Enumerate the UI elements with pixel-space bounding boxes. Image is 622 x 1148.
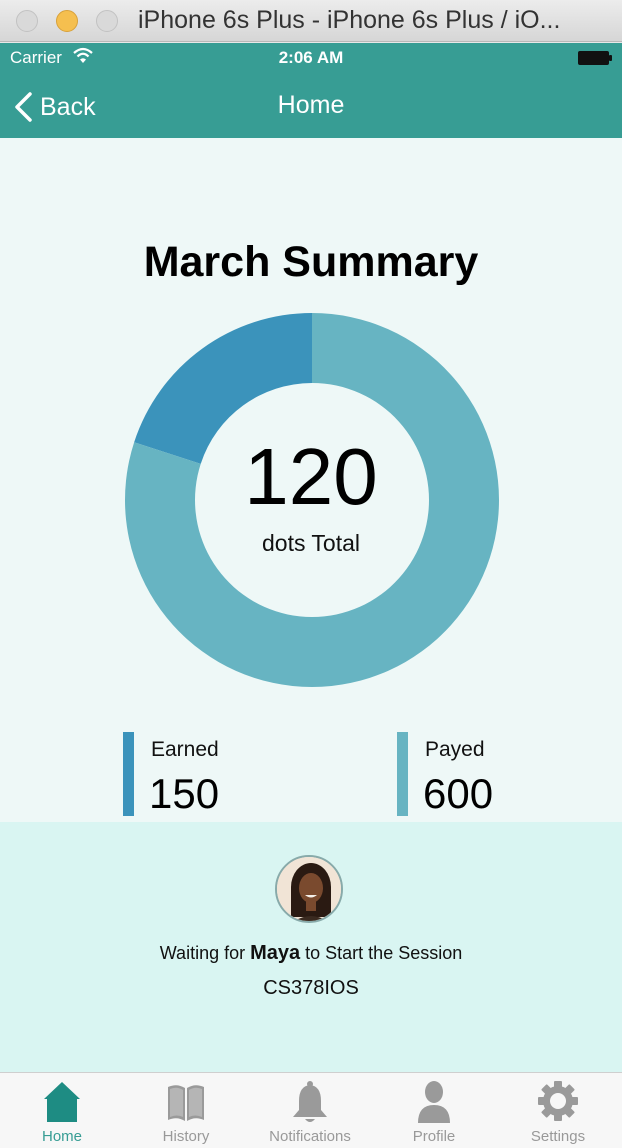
legend-payed: Payed 600: [397, 732, 547, 817]
navigation-bar: Carrier 2:06 AM Back Home: [0, 43, 622, 138]
tab-home-label: Home: [41, 1128, 82, 1145]
legend-payed-label: Payed: [425, 738, 485, 761]
tab-profile[interactable]: Profile: [372, 1073, 496, 1148]
chevron-left-icon: [15, 92, 32, 122]
person-icon: [418, 1081, 450, 1123]
summary-title: March Summary: [143, 238, 479, 286]
teacher-avatar[interactable]: [275, 855, 343, 923]
summary-donut-chart: [125, 313, 499, 687]
legend-earned-label: Earned: [151, 738, 219, 761]
book-icon: [168, 1085, 204, 1121]
bell-icon: [293, 1081, 327, 1122]
window-title: iPhone 6s Plus - iPhone 6s Plus / iO...: [138, 6, 561, 34]
legend-payed-value: 600: [423, 770, 494, 817]
teacher-name: Maya: [250, 942, 301, 964]
tab-notifications[interactable]: Notifications: [248, 1073, 372, 1148]
tab-history-label: History: [162, 1128, 210, 1145]
donut-slice-earned: [134, 313, 312, 464]
tab-settings[interactable]: Settings: [496, 1073, 620, 1148]
legend-earned: Earned 150: [123, 732, 273, 817]
session-panel: Waiting for Maya to Start the Session CS…: [0, 822, 622, 1072]
status-time: 2:06 AM: [278, 48, 344, 67]
back-label: Back: [40, 92, 96, 121]
session-code: CS378IOS: [263, 977, 359, 999]
tab-home[interactable]: Home: [0, 1073, 124, 1148]
home-icon: [44, 1082, 80, 1122]
tab-settings-label: Settings: [530, 1128, 586, 1145]
phone-screen: Carrier 2:06 AM Back Home March Summary …: [0, 43, 622, 1148]
back-button[interactable]: Back: [14, 89, 96, 125]
tab-profile-label: Profile: [412, 1128, 456, 1145]
carrier-label: Carrier: [10, 48, 62, 67]
tab-history[interactable]: History: [124, 1073, 248, 1148]
donut-slice-payed: [125, 313, 499, 687]
waiting-prefix: Waiting for: [159, 943, 246, 963]
teacher-avatar-image: [277, 857, 341, 921]
window-zoom-button[interactable]: [96, 10, 118, 32]
tab-bar: Home History Notifications Pr: [0, 1072, 622, 1148]
wifi-icon: [73, 47, 93, 63]
waiting-suffix: to Start the Session: [305, 943, 463, 963]
window-close-button[interactable]: [16, 10, 38, 32]
total-dots-value: 120: [244, 432, 378, 521]
gear-icon: [538, 1081, 578, 1121]
waiting-message: Waiting for Maya to Start the Session: [0, 942, 622, 965]
legend-earned-swatch: [123, 732, 134, 816]
window-titlebar: iPhone 6s Plus - iPhone 6s Plus / iO...: [0, 0, 622, 42]
window-minimize-button[interactable]: [56, 10, 78, 32]
status-bar: Carrier 2:06 AM: [0, 43, 622, 73]
total-dots-label: dots Total: [261, 530, 361, 556]
battery-icon: [578, 51, 612, 65]
legend-earned-value: 150: [149, 770, 220, 817]
legend-payed-swatch: [397, 732, 408, 816]
tab-notifications-label: Notifications: [269, 1128, 351, 1145]
